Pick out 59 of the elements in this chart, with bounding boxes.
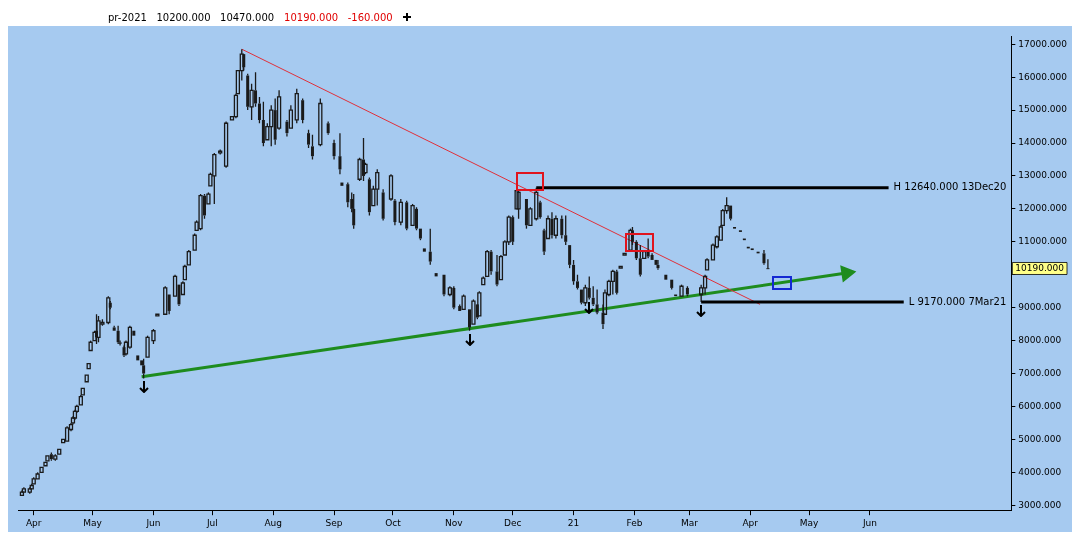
candlestick <box>261 101 265 147</box>
candlestick <box>670 279 674 291</box>
candlestick <box>489 249 493 276</box>
candlestick <box>116 325 120 345</box>
candlestick <box>595 288 599 315</box>
candlestick <box>575 274 579 291</box>
candlestick <box>269 104 274 147</box>
y-tick-label: 9000.000 <box>1018 302 1062 313</box>
candlestick <box>550 211 554 240</box>
y-tick-label: 5000.000 <box>1018 433 1062 444</box>
y-tick-label: 15000.000 <box>1018 104 1068 115</box>
y-tick-label: 11000.000 <box>1018 236 1068 247</box>
y-tick-label: 13000.000 <box>1018 170 1068 181</box>
ref-line-label: L 9170.000 7Mar21 <box>908 295 1007 307</box>
x-tick-label: Feb <box>626 517 643 528</box>
candlestick <box>564 214 568 246</box>
text: 10190.000 <box>1015 262 1065 273</box>
x-tick-label: May <box>83 517 103 528</box>
y-tick-label: 6000.000 <box>1018 400 1062 411</box>
ref-line-label: H 12640.000 13Dec20 <box>893 181 1007 193</box>
x-tick-label: Dec <box>503 517 522 528</box>
y-tick-label: 4000.000 <box>1018 466 1062 477</box>
candlestick <box>381 188 385 222</box>
x-tick-label: Sep <box>325 517 343 528</box>
x-tick-label: Jun <box>861 517 878 528</box>
y-tick-label: 12000.000 <box>1018 203 1068 214</box>
candlestick <box>212 152 217 205</box>
candlestick <box>762 249 766 266</box>
y-tick-label: 14000.000 <box>1018 137 1068 148</box>
candlestick <box>332 139 336 161</box>
candlestick <box>495 254 499 287</box>
x-tick-label: Apr <box>25 517 42 528</box>
x-tick-label: Oct <box>385 517 402 528</box>
y-tick-label: 7000.000 <box>1018 367 1062 378</box>
candlestick <box>442 274 446 297</box>
x-tick-label: Apr <box>742 517 759 528</box>
x-tick-label: May <box>799 517 820 528</box>
y-tick-label: 3000.000 <box>1018 499 1062 510</box>
y-tick-label: 8000.000 <box>1018 334 1062 345</box>
candlestick <box>428 227 432 266</box>
candlestick <box>704 257 710 271</box>
x-tick-label: Aug <box>264 517 282 528</box>
text: pr-2021 10200.000 10470.000 <box>108 11 275 23</box>
candlestick <box>375 168 380 207</box>
x-tick-label: Jun <box>145 517 161 528</box>
x-tick-label: 21 <box>567 517 580 528</box>
candlestick <box>242 54 246 72</box>
x-tick-label: Nov <box>445 517 464 528</box>
candlestick <box>553 214 559 240</box>
candlestick <box>650 252 654 260</box>
candlestick <box>21 486 27 493</box>
candlestick <box>223 120 229 169</box>
y-tick-label: 16000.000 <box>1018 71 1068 82</box>
candlestick <box>766 258 770 270</box>
text: 10190.000 -160.000 <box>284 11 393 23</box>
x-tick-label: Mar <box>680 517 699 528</box>
y-tick-label: 17000.000 <box>1018 38 1068 49</box>
candlestick <box>338 132 342 175</box>
x-tick-label: Jul <box>205 517 218 528</box>
